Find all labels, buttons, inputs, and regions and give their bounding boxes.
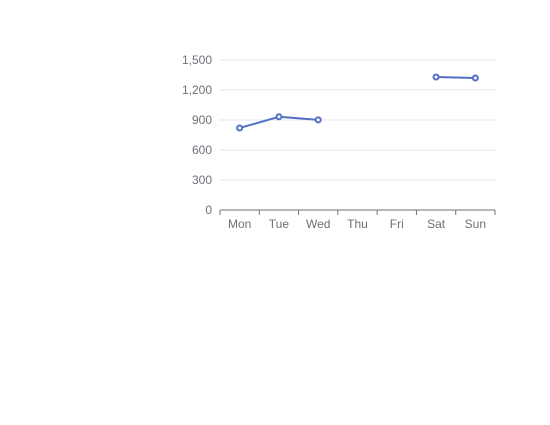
x-tick-label: Sat: [427, 217, 446, 231]
y-tick-label: 900: [192, 113, 212, 127]
x-tick-label: Tue: [269, 217, 290, 231]
data-point: [432, 73, 440, 81]
x-tick-label: Thu: [347, 217, 368, 231]
data-point: [471, 74, 479, 82]
y-tick-label: 300: [192, 173, 212, 187]
y-tick-label: 1,200: [182, 83, 212, 97]
y-tick-label: 0: [205, 203, 212, 217]
x-tick-label: Wed: [306, 217, 330, 231]
x-tick-label: Fri: [390, 217, 404, 231]
data-point: [314, 116, 322, 124]
y-tick-label: 600: [192, 143, 212, 157]
series-line-segment: [436, 76, 476, 79]
x-tick-label: Mon: [228, 217, 251, 231]
data-point: [275, 113, 283, 121]
x-tick-label: Sun: [465, 217, 486, 231]
y-tick-label: 1,500: [182, 53, 212, 67]
data-point: [236, 124, 244, 132]
